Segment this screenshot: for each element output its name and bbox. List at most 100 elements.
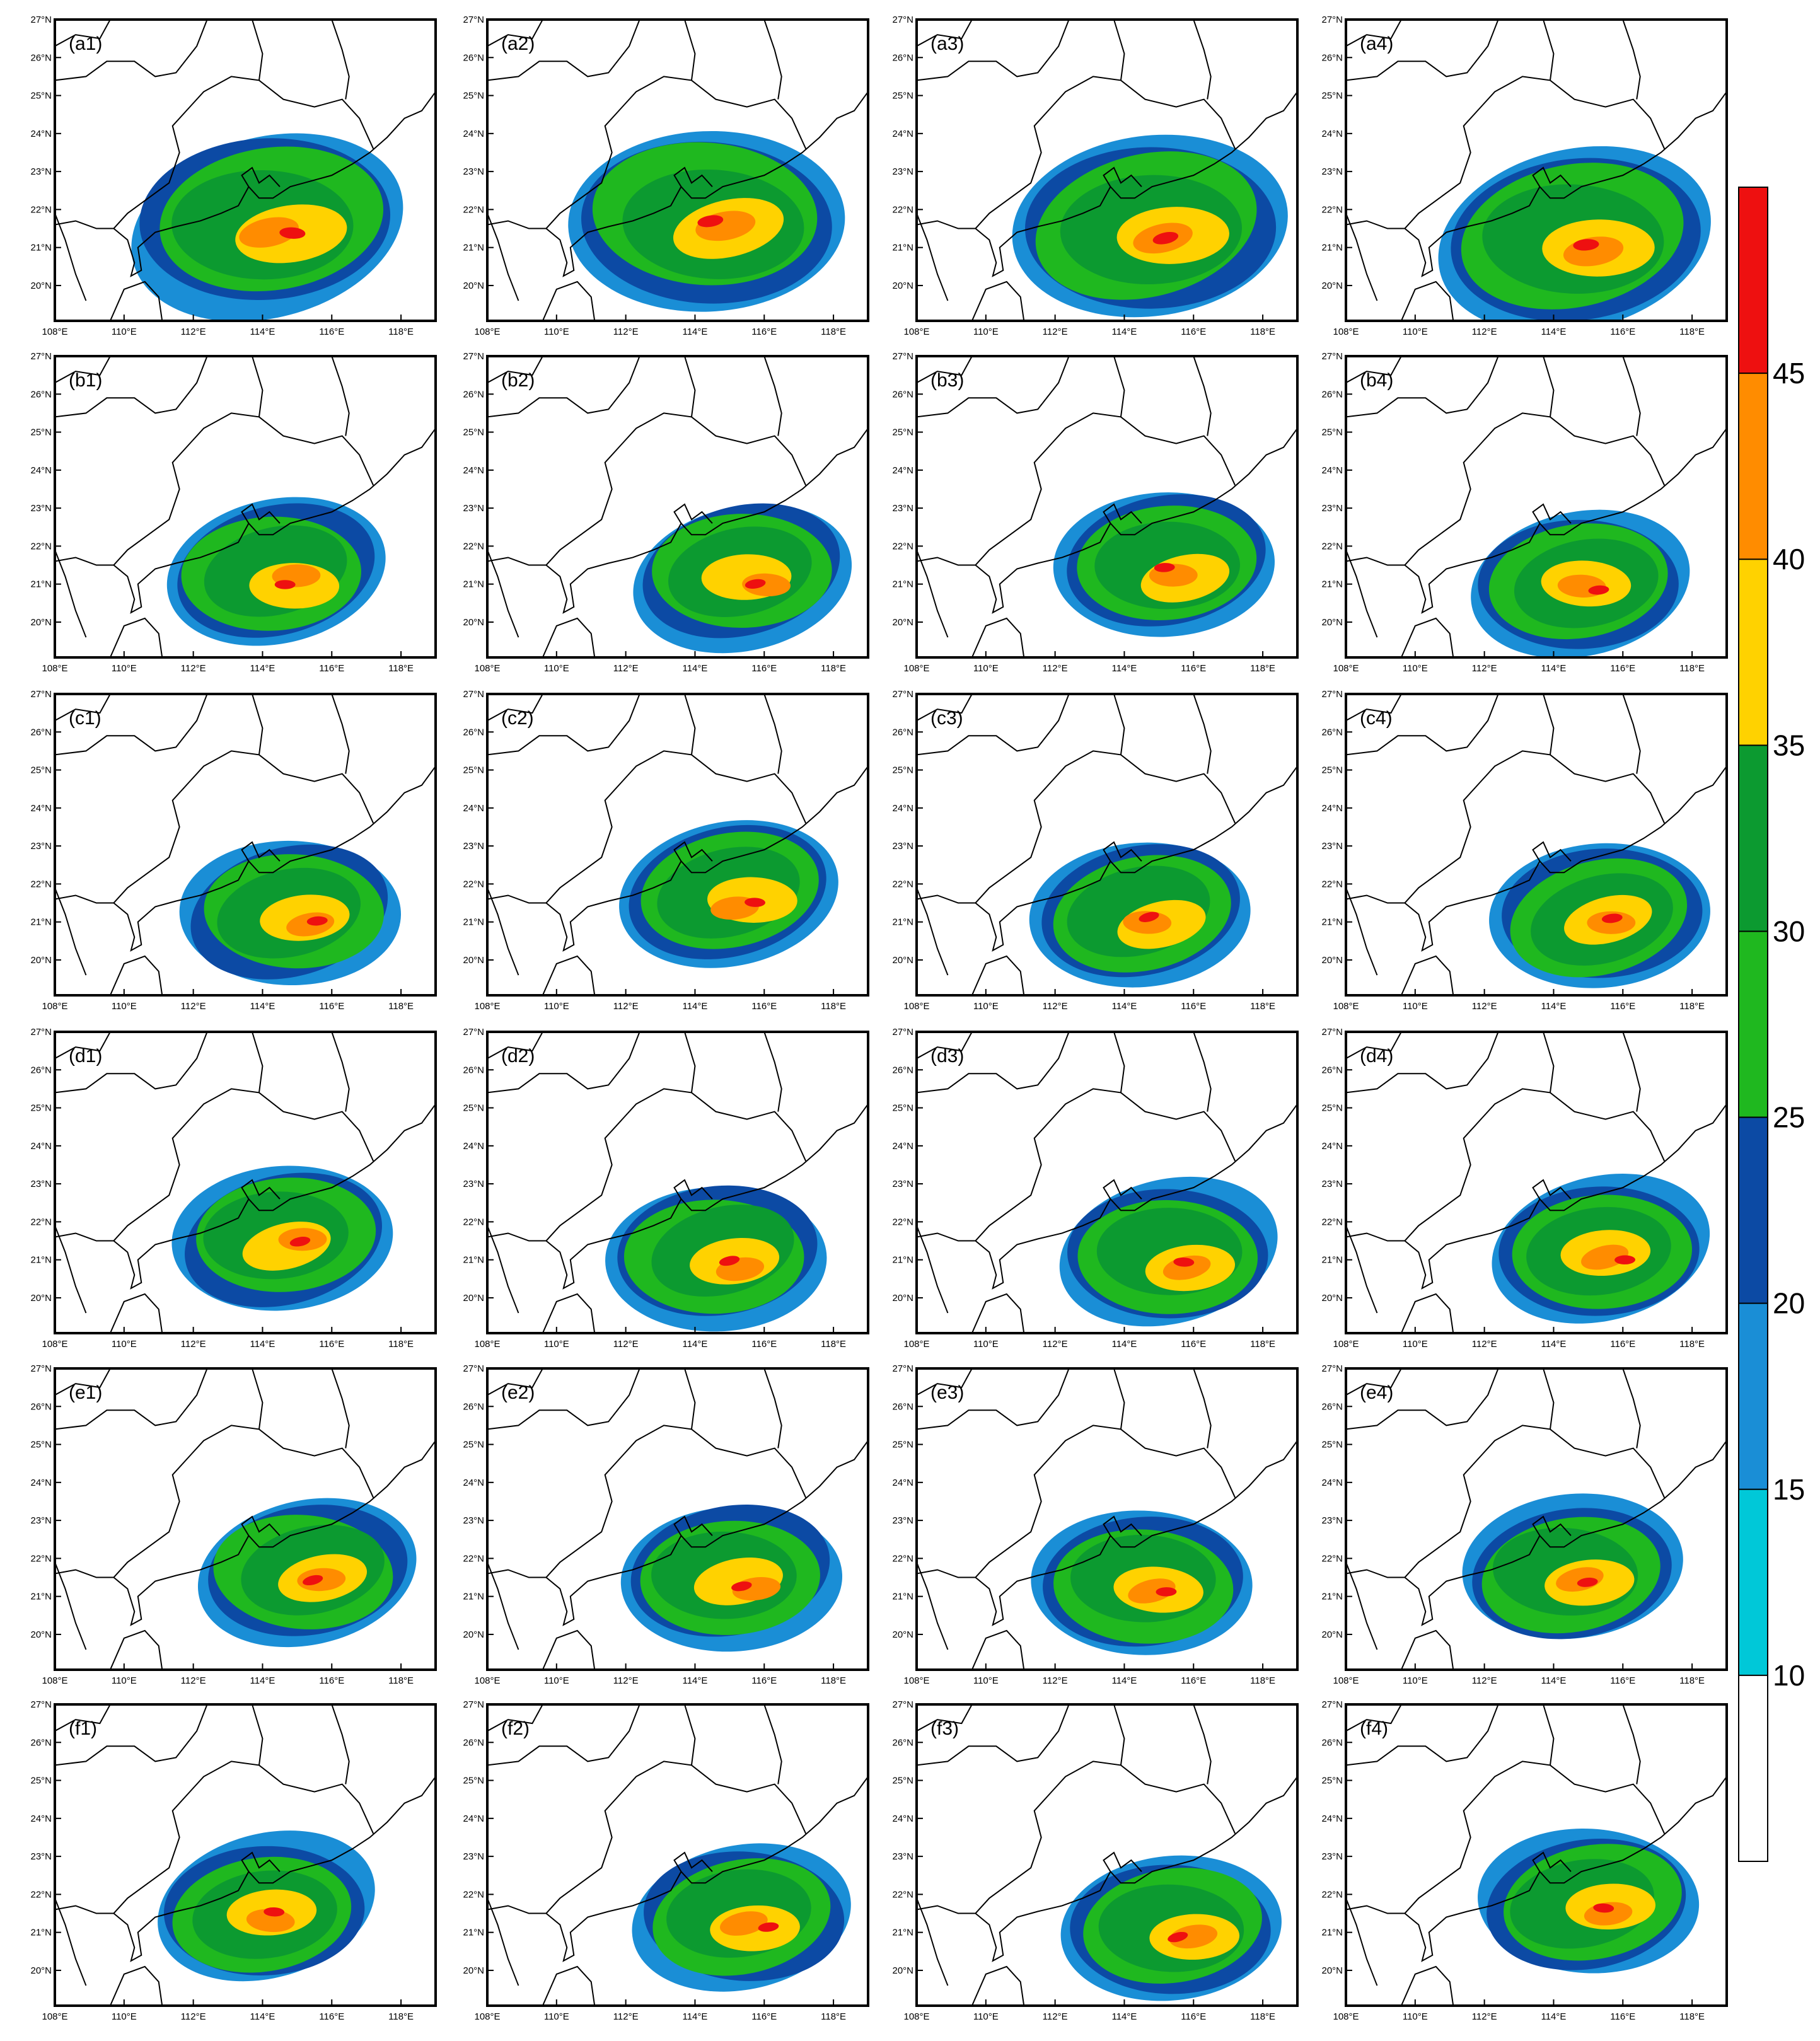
x-tick-label: 112°E xyxy=(181,1675,206,1686)
panel-frame xyxy=(1345,1031,1728,1334)
x-tick-label: 112°E xyxy=(1472,1339,1497,1350)
boundary-line xyxy=(1346,213,1378,301)
x-tick-label: 118°E xyxy=(1250,327,1275,337)
map-panel: (f2) 108°E 110°E 112°E 114°E 116°E 118°E 20°N 21… xyxy=(463,1699,869,2022)
boundary-line xyxy=(763,1704,782,1784)
boundary-line xyxy=(331,1704,350,1784)
y-tick-label: 26°N xyxy=(892,1065,913,1075)
map-panel: (f3) 108°E 110°E 112°E 114°E 116°E 118°E 20°N 21… xyxy=(892,1699,1299,2022)
y-tick-label: 25°N xyxy=(463,1103,484,1114)
boundary-line xyxy=(331,20,350,100)
echo-blob xyxy=(1577,1577,1598,1587)
y-tick-label: 20°N xyxy=(892,1629,913,1640)
coast-detail xyxy=(241,1179,281,1200)
boundary-line xyxy=(487,1225,519,1314)
map-panel: (d4) 108°E 110°E 112°E 114°E 116°E 118°E 20°N 21… xyxy=(1321,1027,1728,1350)
x-tick-label: 114°E xyxy=(682,327,707,337)
y-tick-label: 26°N xyxy=(463,727,484,737)
boundary-line xyxy=(252,694,264,755)
y-tick-label: 22°N xyxy=(463,1889,484,1900)
y-tick-label: 22°N xyxy=(30,204,52,215)
boundary-line xyxy=(1404,750,1666,904)
boundary-line xyxy=(55,550,87,638)
echo-field xyxy=(487,694,868,995)
map-panel: (d1) 108°E 110°E 112°E 114°E 116°E 118°E 20°N 21… xyxy=(30,1027,437,1350)
panel-frame xyxy=(915,1703,1299,2007)
panel-frame xyxy=(54,1703,437,2007)
y-tick-label: 26°N xyxy=(1321,1401,1343,1412)
x-tick-label: 118°E xyxy=(821,1001,846,1012)
echo-field xyxy=(917,20,1297,321)
echo-field xyxy=(1346,1368,1727,1670)
boundary-line xyxy=(545,412,807,566)
boundary-line xyxy=(487,1704,543,1732)
boundary-line xyxy=(331,356,350,436)
x-tick-label: 112°E xyxy=(1472,663,1497,674)
x-tick-label: 118°E xyxy=(388,2011,414,2022)
boundary-line xyxy=(55,20,208,81)
y-tick-label: 20°N xyxy=(30,280,52,291)
x-tick-label: 114°E xyxy=(1111,663,1137,674)
boundary-line xyxy=(487,694,640,756)
boundary-line xyxy=(917,1562,949,1650)
echo-field xyxy=(1346,356,1727,657)
echo-field xyxy=(1346,20,1727,321)
echo-blob xyxy=(745,579,766,589)
x-tick-label: 110°E xyxy=(973,1001,999,1012)
boundary-line xyxy=(55,356,111,384)
boundary-line xyxy=(1543,1368,1555,1430)
boundary-line xyxy=(55,213,87,301)
y-tick-label: 24°N xyxy=(1321,1141,1343,1152)
y-tick-label: 26°N xyxy=(892,1737,913,1748)
y-tick-label: 25°N xyxy=(30,1103,52,1114)
panel-frame xyxy=(54,693,437,997)
boundary-line xyxy=(1622,20,1641,100)
y-tick-label: 21°N xyxy=(1321,243,1343,253)
boundary-line xyxy=(55,1898,87,1986)
boundary-line xyxy=(55,1368,111,1396)
x-tick-label: 112°E xyxy=(613,2011,639,2022)
x-tick-label: 112°E xyxy=(1043,327,1068,337)
y-tick-label: 25°N xyxy=(463,1440,484,1450)
y-tick-label: 27°N xyxy=(1321,1699,1343,1710)
y-tick-label: 24°N xyxy=(892,1813,913,1824)
x-tick-label: 116°E xyxy=(319,327,344,337)
echo-field xyxy=(917,1368,1297,1670)
panel-frame xyxy=(486,1031,869,1334)
y-tick-label: 23°N xyxy=(1321,841,1343,852)
boundary-line xyxy=(545,1088,807,1242)
y-tick-label: 20°N xyxy=(1321,1293,1343,1304)
boundary-line xyxy=(487,1032,543,1060)
colorbar-label: 35 xyxy=(1773,729,1805,761)
x-tick-label: 108°E xyxy=(1333,663,1359,674)
panel-frame xyxy=(1345,18,1728,322)
y-tick-label: 27°N xyxy=(463,14,484,25)
panel-frame xyxy=(54,355,437,659)
x-tick-label: 110°E xyxy=(544,663,569,674)
y-tick-label: 22°N xyxy=(30,1889,52,1900)
boundary-line xyxy=(252,1368,264,1430)
x-tick-label: 108°E xyxy=(474,2011,500,2022)
x-tick-label: 118°E xyxy=(821,1675,846,1686)
boundary-line xyxy=(917,888,949,976)
boundary-line xyxy=(1400,1629,1454,1670)
y-tick-label: 21°N xyxy=(892,917,913,928)
panel-label: (e4) xyxy=(1360,1382,1393,1403)
y-tick-label: 23°N xyxy=(892,841,913,852)
x-tick-label: 110°E xyxy=(1403,1675,1428,1686)
boundary-line xyxy=(1346,1898,1378,1986)
boundary-line xyxy=(684,1032,696,1093)
boundary-line xyxy=(763,20,782,100)
y-tick-label: 20°N xyxy=(463,1629,484,1640)
boundary-line xyxy=(917,1225,949,1314)
x-tick-label: 114°E xyxy=(682,2011,707,2022)
echo-blob xyxy=(1152,231,1179,245)
y-tick-label: 24°N xyxy=(30,803,52,814)
coast-detail xyxy=(241,166,281,187)
x-tick-label: 118°E xyxy=(821,663,846,674)
echo-field xyxy=(1346,694,1727,995)
echo-blob xyxy=(289,1237,311,1247)
boundary-line xyxy=(1346,1368,1499,1430)
x-tick-label: 118°E xyxy=(388,1339,414,1350)
boundary-line xyxy=(487,1103,868,1290)
